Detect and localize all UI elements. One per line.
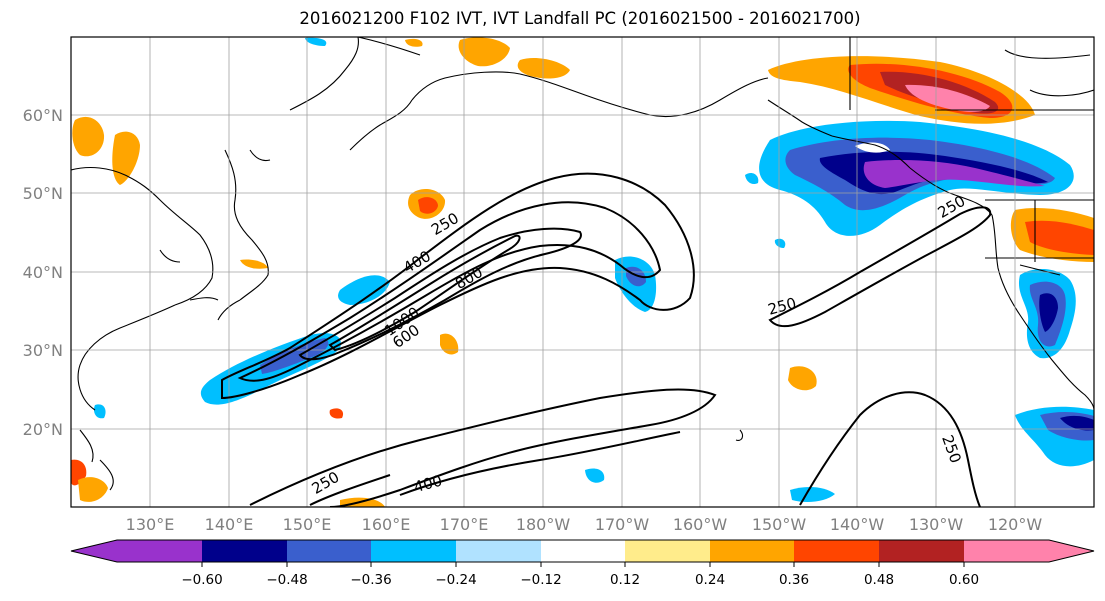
coastlines bbox=[71, 37, 1094, 491]
graticule bbox=[71, 37, 1094, 507]
ivt-contour-800-jet bbox=[298, 227, 582, 361]
map-area: 250 400 800 1000 600 250 250 400 250 250 bbox=[71, 37, 1094, 507]
colorbar: −0.60 −0.48 −0.36 −0.24 −0.12 0.12 0.24 … bbox=[70, 539, 1095, 588]
lon-label-160w: 160°W bbox=[673, 515, 728, 534]
ivt-contour-400-jet bbox=[237, 201, 662, 382]
colorbar-extend-min bbox=[71, 540, 117, 562]
pc-shading bbox=[71, 37, 1094, 507]
colorbar-tick-label: 0.60 bbox=[949, 572, 979, 588]
lat-label-60n: 60°N bbox=[23, 106, 63, 125]
lon-label-150e: 150°E bbox=[283, 515, 332, 534]
colorbar-bin-2 bbox=[202, 540, 288, 562]
colorbar-tick-label: 0.48 bbox=[864, 572, 894, 588]
map-title: 2016021200 F102 IVT, IVT Landfall PC (20… bbox=[299, 9, 861, 28]
colorbar-tick-label: 0.12 bbox=[610, 572, 640, 588]
ivt-contour-1000-jet bbox=[328, 234, 521, 352]
colorbar-tick-label: −0.60 bbox=[181, 572, 222, 588]
colorbar-tick-label: 0.36 bbox=[779, 572, 809, 588]
ivt-contour-250-subtropics bbox=[249, 388, 717, 507]
colorbar-tick-label: −0.48 bbox=[266, 572, 307, 588]
colorbar-tick-label: 0.24 bbox=[695, 572, 725, 588]
colorbar-tick-label: −0.36 bbox=[350, 572, 391, 588]
lon-label-130w: 130°W bbox=[909, 515, 964, 534]
colorbar-bin-11 bbox=[964, 540, 1050, 562]
colorbar-tick-label: −0.24 bbox=[435, 572, 476, 588]
colorbar-bin-9 bbox=[794, 540, 880, 562]
colorbar-bin-3 bbox=[287, 540, 373, 562]
lat-label-30n: 30°N bbox=[23, 341, 63, 360]
lon-label-130e: 130°E bbox=[126, 515, 175, 534]
lon-label-180w: 180°W bbox=[516, 515, 571, 534]
ivt-contours bbox=[221, 172, 992, 507]
lat-label-20n: 20°N bbox=[23, 420, 63, 439]
lon-label-160e: 160°E bbox=[362, 515, 411, 534]
longitude-labels: 130°E 140°E 150°E 160°E 170°E 180°W 170°… bbox=[126, 515, 1043, 534]
colorbar-bin-5 bbox=[456, 540, 542, 562]
colorbar-outline bbox=[70, 539, 1095, 563]
lon-label-150w: 150°W bbox=[752, 515, 807, 534]
ivt-contour-400-subtropics bbox=[399, 431, 681, 496]
ivt-contour-250-jet bbox=[221, 172, 695, 400]
colorbar-bin-4 bbox=[371, 540, 457, 562]
ivt-contour-250-central-pacific bbox=[799, 391, 981, 507]
colorbar-bin-8 bbox=[710, 540, 796, 562]
colorbar-bin-1 bbox=[117, 540, 203, 562]
lon-label-120w: 120°W bbox=[988, 515, 1043, 534]
colorbar-extend-max bbox=[1049, 540, 1094, 562]
colorbar-bin-6 bbox=[541, 540, 627, 562]
latitude-labels: 60°N 50°N 40°N 30°N 20°N bbox=[23, 106, 63, 439]
lon-label-170w: 170°W bbox=[595, 515, 650, 534]
lon-label-140e: 140°E bbox=[205, 515, 254, 534]
ivt-contour-250-east-tropics bbox=[309, 474, 391, 506]
lat-label-40n: 40°N bbox=[23, 263, 63, 282]
lon-label-170e: 170°E bbox=[440, 515, 489, 534]
map-frame bbox=[70, 36, 1095, 508]
lon-label-140w: 140°W bbox=[830, 515, 885, 534]
colorbar-bin-7 bbox=[625, 540, 711, 562]
ivt-contour-250-ne-pacific bbox=[768, 206, 992, 328]
lat-label-50n: 50°N bbox=[23, 184, 63, 203]
colorbar-tick-label: −0.12 bbox=[520, 572, 561, 588]
colorbar-bin-10 bbox=[879, 540, 965, 562]
